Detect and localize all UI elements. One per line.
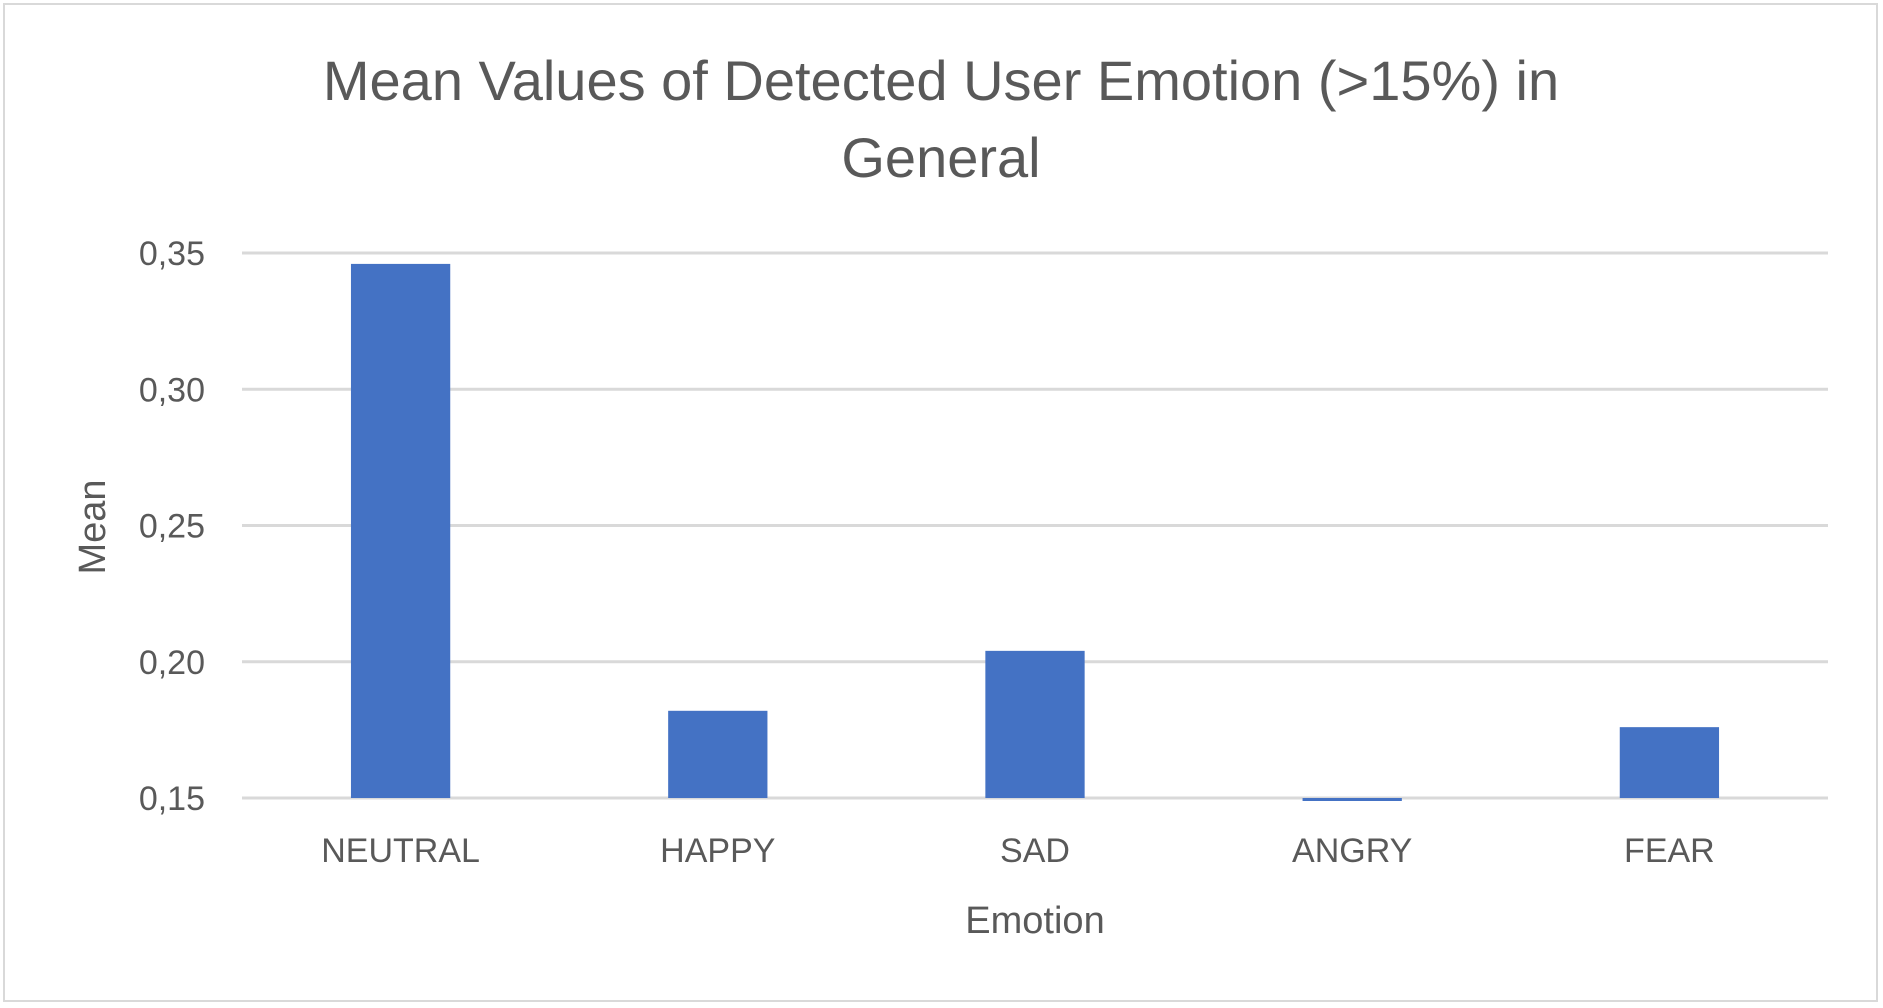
x-axis-title: Emotion [965, 900, 1104, 942]
y-tick-label: 0,35 [139, 235, 205, 273]
y-tick-label: 0,25 [139, 508, 205, 546]
chart-title-line-2: General [841, 126, 1040, 189]
y-axis-ticks: 0,15 0,20 0,25 0,30 0,35 [139, 235, 205, 818]
x-tick-label: HAPPY [660, 832, 775, 870]
bar-sad [985, 650, 1085, 798]
bars [350, 263, 1720, 801]
chart-frame [3, 3, 1878, 1002]
bar-happy [668, 710, 768, 798]
x-tick-label: ANGRY [1292, 832, 1412, 870]
bar-angry [1302, 798, 1402, 801]
chart-title-line-1: Mean Values of Detected User Emotion (>1… [323, 49, 1559, 112]
x-axis-ticks: NEUTRAL HAPPY SAD ANGRY FEAR [321, 832, 1714, 870]
y-tick-label: 0,15 [139, 780, 205, 818]
bar-fear [1619, 727, 1720, 798]
y-axis-title: Mean [72, 479, 114, 574]
y-tick-label: 0,30 [139, 371, 205, 409]
x-tick-label: SAD [1000, 832, 1070, 870]
x-tick-label: NEUTRAL [321, 832, 480, 870]
x-tick-label: FEAR [1624, 832, 1715, 870]
y-tick-label: 0,20 [139, 644, 205, 682]
bar-neutral [350, 263, 451, 798]
